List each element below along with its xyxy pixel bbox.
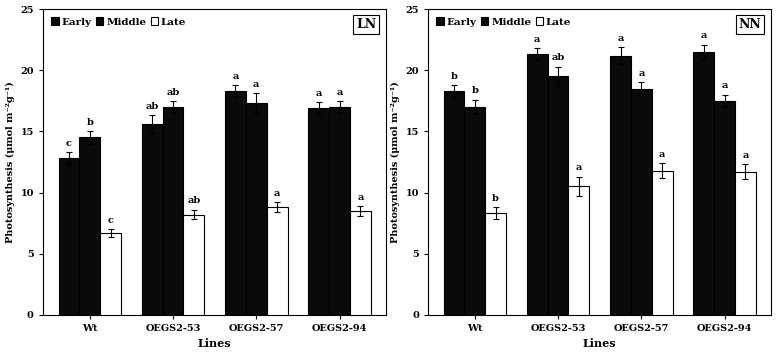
- Bar: [162, 107, 183, 315]
- Y-axis label: Photosynthesis (μmol m⁻²g⁻¹): Photosynthesis (μmol m⁻²g⁻¹): [391, 81, 399, 243]
- Y-axis label: Photosynthesis (μmol m⁻²g⁻¹): Photosynthesis (μmol m⁻²g⁻¹): [5, 81, 15, 243]
- Bar: [141, 124, 162, 315]
- Text: a: a: [534, 35, 541, 44]
- Bar: [183, 214, 204, 315]
- Text: a: a: [721, 81, 728, 91]
- Bar: [79, 137, 100, 315]
- Bar: [527, 54, 548, 315]
- Text: b: b: [492, 194, 499, 203]
- Bar: [548, 76, 569, 315]
- Text: a: a: [617, 34, 624, 43]
- Bar: [465, 107, 485, 315]
- Text: a: a: [232, 72, 239, 81]
- Bar: [444, 91, 465, 315]
- Bar: [58, 158, 79, 315]
- Bar: [610, 55, 631, 315]
- X-axis label: Lines: Lines: [583, 338, 616, 349]
- Bar: [631, 88, 652, 315]
- Text: a: a: [315, 89, 322, 98]
- Bar: [329, 107, 350, 315]
- Legend: Early, Middle, Late: Early, Middle, Late: [433, 14, 574, 30]
- Text: a: a: [576, 163, 582, 173]
- Bar: [485, 213, 506, 315]
- Bar: [714, 101, 735, 315]
- Text: a: a: [638, 69, 644, 78]
- Bar: [225, 91, 246, 315]
- Text: b: b: [451, 72, 458, 81]
- Text: NN: NN: [738, 18, 761, 31]
- Text: a: a: [336, 88, 343, 97]
- Text: a: a: [701, 31, 707, 40]
- Bar: [569, 186, 589, 315]
- Bar: [693, 52, 714, 315]
- Text: a: a: [253, 80, 260, 89]
- Text: ab: ab: [145, 102, 159, 111]
- Bar: [350, 211, 371, 315]
- Text: LN: LN: [356, 18, 376, 31]
- Bar: [267, 207, 287, 315]
- Text: a: a: [659, 150, 665, 159]
- Text: a: a: [357, 193, 364, 202]
- Legend: Early, Middle, Late: Early, Middle, Late: [48, 14, 190, 30]
- Bar: [652, 170, 673, 315]
- Bar: [100, 233, 121, 315]
- X-axis label: Lines: Lines: [198, 338, 232, 349]
- Text: ab: ab: [166, 88, 179, 97]
- Bar: [735, 172, 756, 315]
- Text: a: a: [742, 151, 748, 160]
- Text: c: c: [108, 216, 113, 225]
- Text: b: b: [86, 118, 93, 127]
- Text: a: a: [274, 189, 280, 198]
- Text: ab: ab: [552, 53, 565, 62]
- Bar: [308, 108, 329, 315]
- Text: c: c: [66, 139, 71, 148]
- Text: ab: ab: [187, 196, 200, 206]
- Bar: [246, 103, 267, 315]
- Text: b: b: [472, 86, 478, 95]
